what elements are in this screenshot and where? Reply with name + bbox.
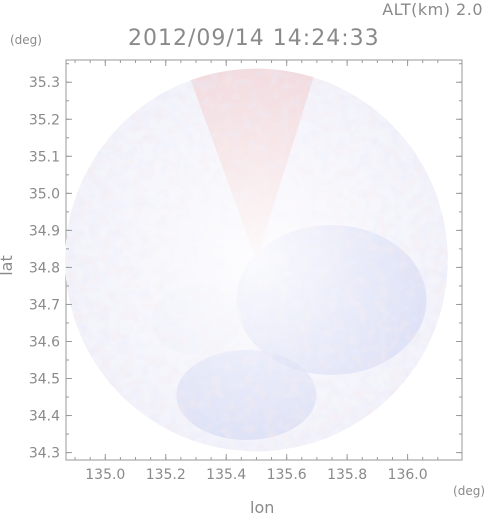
y-tick-label: 35.3	[29, 75, 60, 91]
y-tick-label: 34.9	[29, 223, 60, 239]
timestamp-title: 2012/09/14 14:24:33	[128, 26, 380, 51]
y-tick-label: 35.0	[29, 186, 60, 202]
y-tick-label: 34.5	[29, 372, 60, 388]
y-tick-label: 34.7	[29, 297, 60, 313]
x-axis-unit: (deg)	[453, 484, 485, 498]
y-tick-label: 35.1	[29, 149, 60, 165]
radar-disk	[65, 68, 448, 452]
y-tick-label: 35.2	[29, 112, 60, 128]
x-tick-label: 135.4	[206, 467, 246, 483]
x-axis-label: lon	[250, 498, 275, 517]
altitude-label: ALT(km) 2.0	[382, 0, 483, 19]
x-tick-label: 135.0	[85, 467, 125, 483]
x-tick-label: 135.8	[327, 467, 367, 483]
x-tick-label: 136.0	[388, 467, 428, 483]
x-tick-label: 135.2	[146, 467, 186, 483]
y-tick-label: 34.4	[29, 409, 60, 425]
x-tick-label: 135.6	[267, 467, 307, 483]
y-tick-label: 34.6	[29, 334, 60, 350]
radar-disk-fill	[65, 68, 448, 452]
y-axis-unit: (deg)	[10, 33, 42, 47]
radar-center-fade	[65, 68, 448, 452]
axis-ticks: 135.0 135.2 135.4 135.6 135.8 136.0 35.3 35.2 35…	[29, 60, 462, 483]
y-tick-label: 34.3	[29, 446, 60, 462]
y-tick-label: 34.8	[29, 260, 60, 276]
